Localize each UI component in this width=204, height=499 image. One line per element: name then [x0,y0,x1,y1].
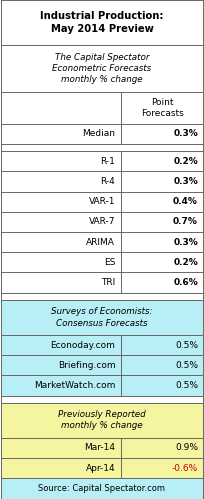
Text: R-1: R-1 [100,157,115,166]
Text: 0.9%: 0.9% [175,444,198,453]
Text: 0.3%: 0.3% [173,177,198,186]
Bar [1,396,203,403]
Bar [1,458,203,478]
Bar [1,0,203,44]
Bar [1,335,203,355]
Bar [1,375,203,396]
Text: 0.3%: 0.3% [173,129,198,138]
Text: ARIMA: ARIMA [86,238,115,247]
Bar [1,403,203,438]
Bar [1,293,203,300]
Text: VAR-7: VAR-7 [89,218,115,227]
Text: Previously Reported
monthly % change: Previously Reported monthly % change [58,410,146,431]
Text: 0.7%: 0.7% [173,218,198,227]
Bar [1,44,203,92]
Text: TRI: TRI [101,278,115,287]
Text: Briefing.com: Briefing.com [58,361,115,370]
Text: Econoday.com: Econoday.com [50,340,115,350]
Bar [1,438,203,458]
Bar [1,300,203,335]
Text: 0.2%: 0.2% [173,157,198,166]
Text: 0.5%: 0.5% [175,340,198,350]
Bar [1,355,203,375]
Bar [1,478,203,499]
Bar [1,212,203,232]
Text: 0.6%: 0.6% [173,278,198,287]
Bar [1,92,203,124]
Text: 0.5%: 0.5% [175,381,198,390]
Text: MarketWatch.com: MarketWatch.com [34,381,115,390]
Bar [1,144,203,151]
Text: 0.2%: 0.2% [173,258,198,267]
Text: 0.5%: 0.5% [175,361,198,370]
Text: Surveys of Economists:
Consensus Forecasts: Surveys of Economists: Consensus Forecas… [51,307,153,327]
Text: R-4: R-4 [101,177,115,186]
Text: VAR-1: VAR-1 [89,197,115,206]
Text: Source: Capital Spectator.com: Source: Capital Spectator.com [39,484,165,493]
Bar [1,272,203,293]
Text: Apr-14: Apr-14 [86,464,115,473]
Text: The Capital Spectator
Econometric Forecasts
monthly % change: The Capital Spectator Econometric Foreca… [52,53,152,84]
Text: Mar-14: Mar-14 [84,444,115,453]
Bar [1,232,203,252]
Text: Point
Forecasts: Point Forecasts [141,98,184,118]
Bar [1,171,203,192]
Bar [1,252,203,272]
Bar [1,124,203,144]
Text: -0.6%: -0.6% [172,464,198,473]
Bar [1,151,203,171]
Text: 0.4%: 0.4% [173,197,198,206]
Bar [1,192,203,212]
Text: Median: Median [82,129,115,138]
Text: ES: ES [104,258,115,267]
Text: 0.3%: 0.3% [173,238,198,247]
Text: Industrial Production:
May 2014 Preview: Industrial Production: May 2014 Preview [40,11,164,34]
